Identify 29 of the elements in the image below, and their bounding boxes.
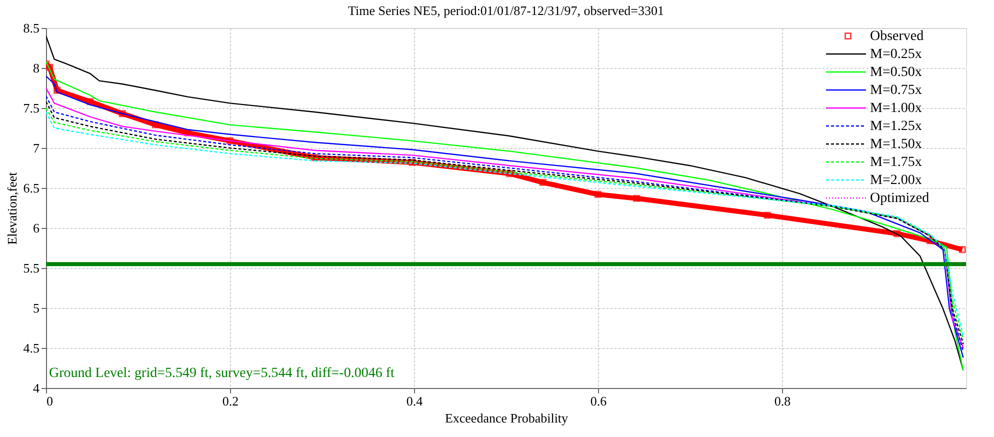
y-tick-label: 5.5 bbox=[23, 260, 40, 276]
legend-label: Optimized bbox=[870, 191, 930, 206]
x-tick-label: 0.2 bbox=[222, 394, 239, 408]
x-tick-label: 0.4 bbox=[406, 394, 424, 408]
annotation: Ground Level: grid=5.549 ft, survey=5.544 ft, diff=-0.0046 ft bbox=[49, 366, 394, 381]
legend-label: M=0.75x bbox=[870, 83, 922, 98]
legend-label: M=0.25x bbox=[870, 47, 922, 62]
legend-label: M=1.75x bbox=[870, 155, 922, 170]
x-axis-title: Exceedance Probability bbox=[444, 410, 569, 426]
legend-label: Observed bbox=[870, 29, 924, 44]
y-tick-label: 4 bbox=[33, 380, 40, 396]
x-tick-label: 0.8 bbox=[774, 394, 791, 408]
y-tick-label: 4.5 bbox=[23, 340, 40, 356]
y-tick-label: 5 bbox=[33, 300, 40, 316]
y-tick-label: 8 bbox=[33, 60, 40, 76]
y-tick-label: 7 bbox=[33, 140, 40, 156]
legend-label: M=2.00x bbox=[870, 173, 922, 188]
y-tick-label: 7.5 bbox=[23, 100, 40, 116]
chart-title: Time Series NE5, period:01/01/87-12/31/97, observed=3301 bbox=[348, 3, 664, 18]
legend-label: M=1.50x bbox=[870, 137, 922, 152]
y-axis-title: Elevation,feet bbox=[4, 172, 20, 245]
x-tick-label: 0 bbox=[46, 394, 53, 408]
legend-label: M=0.50x bbox=[870, 65, 922, 80]
x-tick-label: 0.6 bbox=[590, 394, 608, 408]
y-tick-label: 6.5 bbox=[23, 180, 40, 196]
legend-label: M=1.00x bbox=[870, 101, 922, 116]
legend-label: M=1.25x bbox=[870, 119, 922, 134]
y-tick-label: 8.5 bbox=[23, 20, 40, 36]
y-tick-label: 6 bbox=[33, 220, 40, 236]
